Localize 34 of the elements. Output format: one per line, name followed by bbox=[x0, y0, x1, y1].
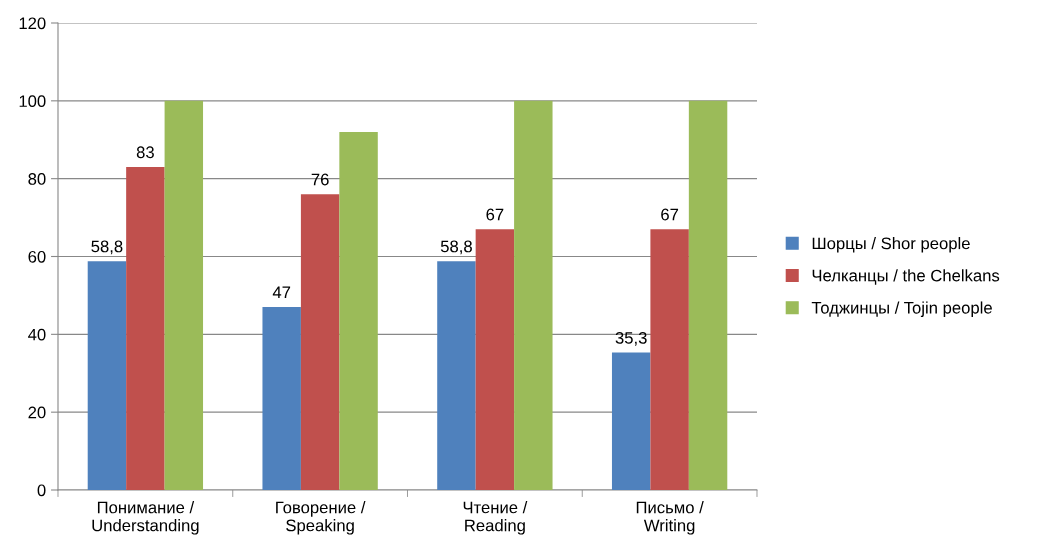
y-tick-label: 80 bbox=[28, 173, 46, 185]
data-label: 67 bbox=[661, 208, 679, 221]
bar bbox=[164, 100, 204, 490]
x-tick-label: Говорение / Speaking bbox=[276, 501, 366, 535]
y-tick-label: 120 bbox=[19, 17, 46, 30]
bar bbox=[300, 194, 340, 490]
data-label: 76 bbox=[311, 173, 329, 186]
bar bbox=[87, 261, 127, 490]
legend-label: Шорцы / Shor people bbox=[812, 237, 970, 253]
data-label: 58,8 bbox=[91, 240, 123, 255]
legend-label: Тоджинцы / Tojin people bbox=[811, 301, 992, 317]
bar bbox=[262, 307, 301, 490]
bar bbox=[437, 261, 476, 490]
data-label: 83 bbox=[136, 146, 154, 159]
x-tick-label: Понимание / Understanding bbox=[92, 501, 199, 535]
legend-label: Челканцы / the Chelkans bbox=[812, 269, 1000, 285]
bar bbox=[611, 352, 651, 490]
x-tick-label: Чтение / Reading bbox=[463, 501, 528, 535]
data-label: 67 bbox=[486, 208, 504, 221]
bar bbox=[339, 131, 378, 490]
data-label: 47 bbox=[272, 286, 291, 299]
bar bbox=[475, 229, 515, 490]
bar bbox=[514, 100, 553, 490]
y-tick-label: 100 bbox=[19, 95, 46, 108]
bar bbox=[650, 229, 689, 490]
x-tick-label: Письмо / Writing bbox=[636, 501, 704, 535]
data-label: 58,8 bbox=[440, 240, 472, 255]
y-tick-label: 40 bbox=[28, 328, 46, 341]
y-tick-label: 60 bbox=[28, 250, 46, 263]
y-tick-label: 20 bbox=[28, 406, 46, 419]
bar bbox=[688, 100, 728, 490]
y-tick-label: 0 bbox=[37, 484, 46, 497]
data-label: 35,3 bbox=[615, 331, 647, 346]
bar bbox=[126, 166, 165, 490]
